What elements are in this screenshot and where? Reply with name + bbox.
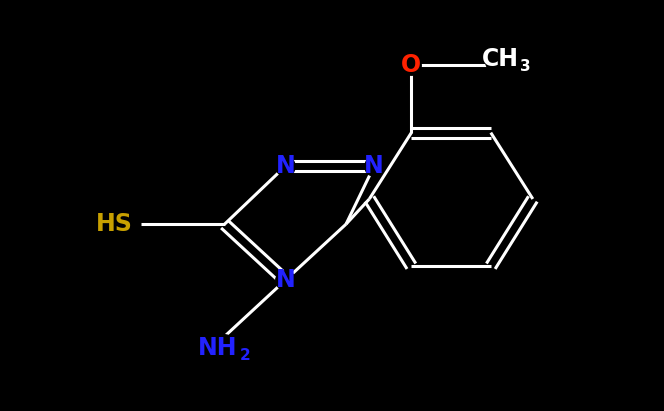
Text: 2: 2 [240, 349, 250, 363]
Text: NH: NH [199, 337, 238, 360]
Text: N: N [364, 154, 384, 178]
Text: N: N [276, 268, 295, 292]
Text: HS: HS [96, 212, 133, 236]
Text: 3: 3 [520, 59, 531, 74]
Text: N: N [276, 154, 295, 178]
Text: O: O [401, 53, 422, 77]
Text: CH: CH [481, 47, 519, 71]
